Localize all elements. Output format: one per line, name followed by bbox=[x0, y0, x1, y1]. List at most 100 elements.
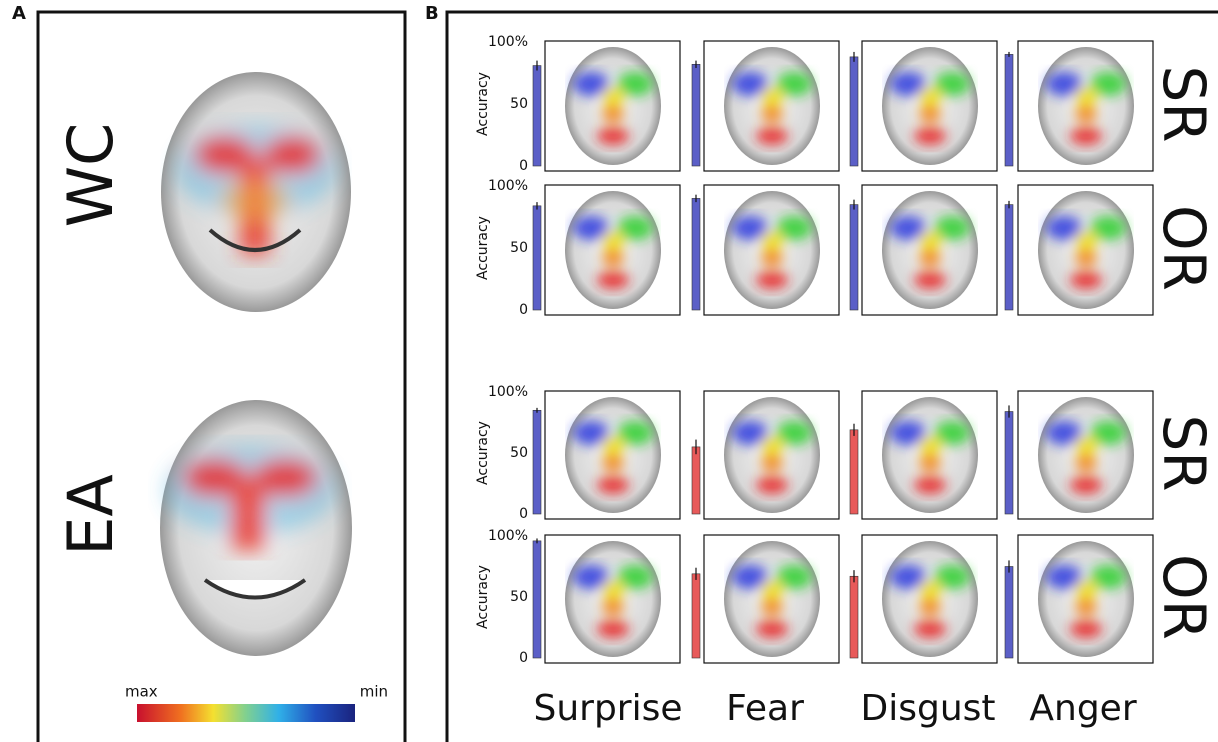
face-image bbox=[704, 41, 839, 171]
feature bbox=[914, 476, 946, 494]
feature bbox=[756, 476, 788, 494]
feature bbox=[761, 105, 783, 123]
face-image bbox=[545, 535, 680, 663]
feature bbox=[776, 72, 812, 96]
y-axis-label: Accuracy bbox=[475, 216, 491, 280]
face-image bbox=[704, 391, 839, 519]
feature bbox=[732, 565, 768, 589]
y-tick-label: 100% bbox=[488, 34, 528, 50]
face-image bbox=[1018, 535, 1153, 663]
feature bbox=[573, 216, 609, 240]
y-tick-label: 50 bbox=[510, 96, 528, 112]
y-tick-label: 0 bbox=[519, 506, 528, 522]
feature bbox=[1075, 454, 1097, 472]
feature bbox=[1070, 476, 1102, 494]
y-tick-label: 100% bbox=[488, 384, 528, 400]
feature bbox=[919, 454, 941, 472]
feature bbox=[890, 216, 926, 240]
feature bbox=[934, 72, 970, 96]
feature bbox=[732, 216, 768, 240]
feature bbox=[617, 421, 653, 445]
feature bbox=[732, 72, 768, 96]
face-image bbox=[862, 185, 997, 315]
face-ea bbox=[160, 400, 352, 656]
face-image bbox=[862, 535, 997, 663]
feature bbox=[776, 421, 812, 445]
feature bbox=[573, 565, 609, 589]
face-image bbox=[862, 41, 997, 171]
feature bbox=[919, 598, 941, 616]
feature bbox=[934, 216, 970, 240]
y-axis-label: Accuracy bbox=[475, 72, 491, 136]
category-label: Surprise bbox=[533, 688, 682, 729]
bar bbox=[533, 66, 541, 166]
bar bbox=[850, 57, 858, 166]
face-image bbox=[704, 185, 839, 315]
feature bbox=[597, 271, 629, 289]
face-image bbox=[545, 41, 680, 171]
row-label: SR bbox=[1150, 414, 1218, 491]
bar bbox=[1005, 205, 1013, 310]
y-tick-label: 100% bbox=[488, 178, 528, 194]
feature bbox=[1070, 271, 1102, 289]
face-image bbox=[1018, 185, 1153, 315]
row-label: SR bbox=[1150, 65, 1218, 142]
feature bbox=[761, 249, 783, 267]
feature bbox=[1090, 421, 1126, 445]
y-tick-label: 0 bbox=[519, 158, 528, 174]
feature bbox=[1046, 216, 1082, 240]
group-label: EA bbox=[54, 474, 127, 556]
bar bbox=[1005, 54, 1013, 166]
feature bbox=[890, 72, 926, 96]
bar bbox=[692, 447, 700, 514]
feature bbox=[602, 249, 624, 267]
feature bbox=[1046, 72, 1082, 96]
feature bbox=[597, 476, 629, 494]
colorbar-label: max bbox=[125, 683, 158, 701]
feature bbox=[934, 565, 970, 589]
feature bbox=[1046, 565, 1082, 589]
feature bbox=[914, 127, 946, 145]
feature bbox=[756, 271, 788, 289]
face-image bbox=[1018, 41, 1153, 171]
feature bbox=[617, 72, 653, 96]
feature bbox=[597, 127, 629, 145]
feature bbox=[602, 105, 624, 123]
face-image bbox=[704, 535, 839, 663]
feature bbox=[602, 598, 624, 616]
y-tick-label: 50 bbox=[510, 445, 528, 461]
bar bbox=[533, 206, 541, 310]
colorbar-label: min bbox=[360, 683, 388, 701]
panel-label: A bbox=[12, 3, 26, 24]
feature bbox=[890, 421, 926, 445]
feature bbox=[1075, 598, 1097, 616]
feature bbox=[761, 454, 783, 472]
feature bbox=[1075, 105, 1097, 123]
feature bbox=[761, 598, 783, 616]
category-label: Anger bbox=[1029, 688, 1136, 729]
y-tick-label: 0 bbox=[519, 650, 528, 666]
feature bbox=[1090, 216, 1126, 240]
colorbar bbox=[137, 704, 355, 722]
row-label: OR bbox=[1150, 205, 1218, 291]
y-tick-label: 50 bbox=[510, 589, 528, 605]
y-axis-label: Accuracy bbox=[475, 565, 491, 629]
feature bbox=[934, 421, 970, 445]
feature bbox=[776, 216, 812, 240]
bar bbox=[1005, 567, 1013, 659]
bar bbox=[533, 541, 541, 658]
panel-label: B bbox=[425, 3, 439, 24]
bar bbox=[692, 64, 700, 166]
y-tick-label: 100% bbox=[488, 528, 528, 544]
feature bbox=[756, 127, 788, 145]
face-image bbox=[1018, 391, 1153, 519]
feature bbox=[1046, 421, 1082, 445]
feature bbox=[919, 105, 941, 123]
bar bbox=[1005, 412, 1013, 514]
face-image bbox=[862, 391, 997, 519]
category-label: Disgust bbox=[860, 688, 995, 729]
feature bbox=[1090, 72, 1126, 96]
feature bbox=[914, 620, 946, 638]
feature bbox=[756, 620, 788, 638]
feature bbox=[1070, 127, 1102, 145]
